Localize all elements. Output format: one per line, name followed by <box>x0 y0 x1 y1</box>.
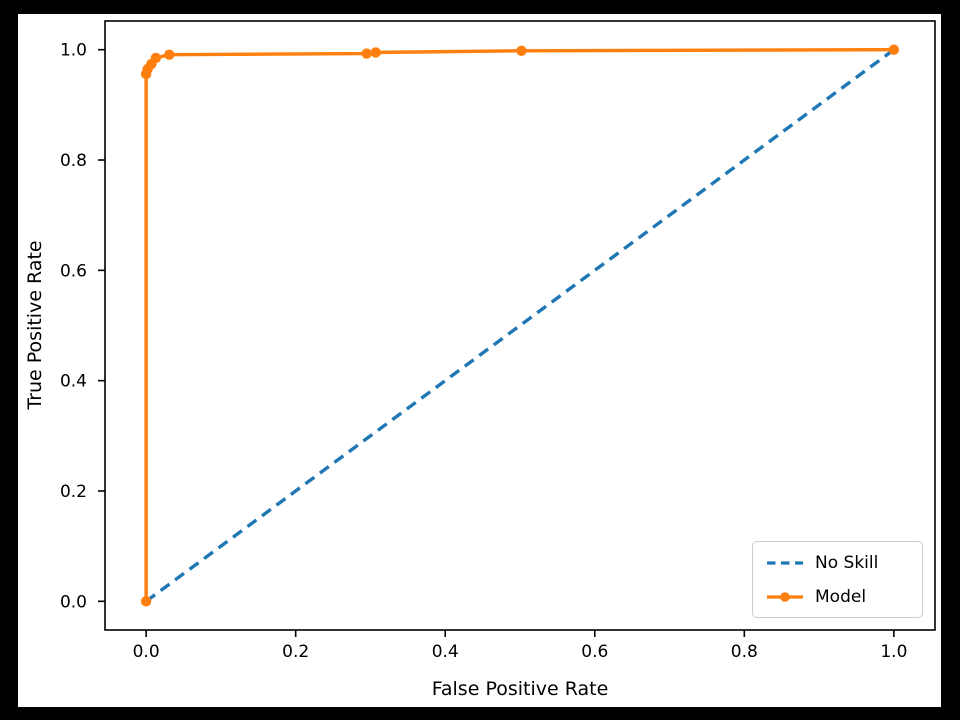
y-tick-label: 0.8 <box>60 151 87 171</box>
data-point-model <box>164 49 175 60</box>
legend-item-no-skill: No Skill <box>766 551 922 575</box>
x-tick-label: 0.6 <box>581 642 608 662</box>
y-tick-label: 0.4 <box>60 372 87 392</box>
legend-item-model: Model <box>766 585 922 609</box>
data-point-model <box>150 52 162 64</box>
legend: No Skill Model <box>752 541 923 618</box>
y-axis-label: True Positive Rate <box>24 240 46 410</box>
x-axis-label: False Positive Rate <box>431 678 609 700</box>
legend-label-model: Model <box>815 586 867 607</box>
series-line-model <box>144 47 894 602</box>
model-marker-sample <box>780 591 790 602</box>
x-tick-label: 0.8 <box>731 642 758 662</box>
x-tick-label: 0.4 <box>432 642 459 662</box>
axes-frame <box>104 20 936 631</box>
y-tick-label: 0.0 <box>60 592 87 612</box>
x-tick-label: 0.0 <box>133 642 160 662</box>
y-tick-label: 0.6 <box>60 261 87 281</box>
roc-chart-plot-area: 0.0 0.2 0.4 0.6 0.8 1.0 0.0 0.2 0.4 0.6 0.8 1.0 <box>60 20 936 662</box>
y-tick-label: 0.2 <box>60 482 87 502</box>
data-point-model <box>361 48 372 59</box>
data-point-model <box>516 45 527 56</box>
data-point-model <box>888 44 900 55</box>
no-skill-dashed-line-icon <box>767 560 803 565</box>
x-tick-label: 1.0 <box>880 642 907 662</box>
data-point-model <box>370 47 381 58</box>
roc-figure: 0.0 0.2 0.4 0.6 0.8 1.0 0.0 0.2 0.4 0.6 0.8 1.0 Tru… <box>18 14 941 707</box>
series-line-no-skill <box>145 48 895 603</box>
y-tick-label: 1.0 <box>60 41 87 61</box>
data-point-model <box>140 596 152 607</box>
legend-label-no-skill: No Skill <box>815 552 879 573</box>
model-line-icon <box>767 591 803 602</box>
x-tick-label: 0.2 <box>282 642 309 662</box>
